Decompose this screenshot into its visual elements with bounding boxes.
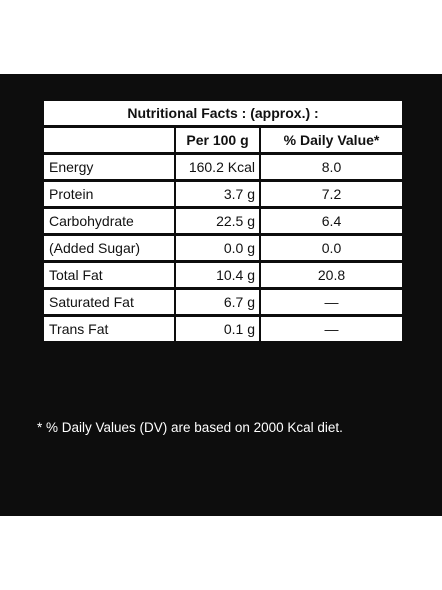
daily-value-footnote: * % Daily Values (DV) are based on 2000 … [37, 420, 343, 435]
nutrient-name: Total Fat [44, 263, 176, 287]
nutrient-name: Trans Fat [44, 317, 176, 341]
table-row: Trans Fat 0.1 g — [44, 317, 402, 341]
per-100g-value: 160.2 Kcal [176, 155, 261, 179]
nutrient-name: Protein [44, 182, 176, 206]
table-row: Energy 160.2 Kcal 8.0 [44, 155, 402, 179]
table-title: Nutritional Facts : (approx.) : [44, 101, 402, 125]
per-100g-value: 6.7 g [176, 290, 261, 314]
table-row: Carbohydrate 22.5 g 6.4 [44, 209, 402, 233]
table-row: (Added Sugar) 0.0 g 0.0 [44, 236, 402, 260]
per-100g-value: 22.5 g [176, 209, 261, 233]
per-100g-value: 0.0 g [176, 236, 261, 260]
table-row: Saturated Fat 6.7 g — [44, 290, 402, 314]
daily-value: 0.0 [321, 240, 342, 256]
per-100g-value: 10.4 g [176, 263, 261, 287]
nutrient-name: (Added Sugar) [44, 236, 176, 260]
nutrient-name: Energy [44, 155, 176, 179]
daily-value: 20.8 [317, 267, 346, 283]
nutrient-name: Carbohydrate [44, 209, 176, 233]
daily-value: 6.4 [321, 213, 342, 229]
daily-value: 8.0 [321, 159, 342, 175]
header-daily-value: % Daily Value* [283, 132, 380, 148]
header-nutrient [44, 128, 176, 152]
table-row: Protein 3.7 g 7.2 [44, 182, 402, 206]
nutrition-facts-table: Nutritional Facts : (approx.) : Per 100 … [44, 101, 402, 344]
daily-value: — [324, 294, 339, 310]
table-header-row: Per 100 g % Daily Value* [44, 128, 402, 152]
daily-value: 7.2 [321, 186, 342, 202]
nutrient-name: Saturated Fat [44, 290, 176, 314]
daily-value: — [324, 321, 339, 337]
table-row: Total Fat 10.4 g 20.8 [44, 263, 402, 287]
per-100g-value: 3.7 g [176, 182, 261, 206]
header-per-100g: Per 100 g [176, 128, 261, 152]
per-100g-value: 0.1 g [176, 317, 261, 341]
